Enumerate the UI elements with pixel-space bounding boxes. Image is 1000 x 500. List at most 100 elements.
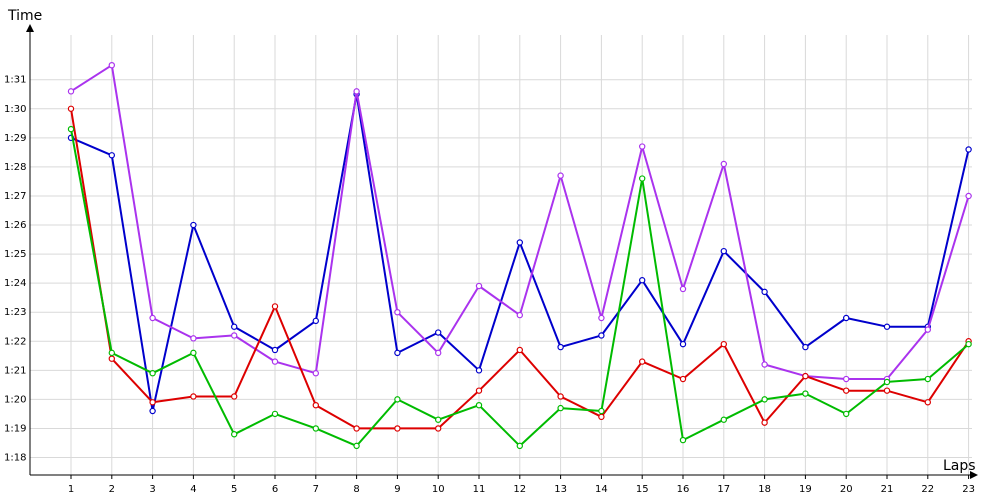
data-point <box>149 399 156 406</box>
data-point <box>883 378 891 386</box>
data-point <box>230 332 238 339</box>
data-point <box>67 125 75 133</box>
data-point <box>516 239 524 246</box>
y-tick-label: 1:22 <box>4 336 26 347</box>
y-tick-label: 1:21 <box>4 365 26 376</box>
x-tick-labels: 1 2 3 4 5 6 7 8 9 10 11 12 13 14 15 16 17 18 19 20 21 22 23 <box>68 475 975 495</box>
x-tick-label: 9 <box>394 484 400 495</box>
data-point <box>557 404 564 412</box>
data-point <box>843 375 850 383</box>
x-tick-label: 17 <box>717 484 730 495</box>
data-point <box>843 410 850 418</box>
data-point <box>639 358 646 365</box>
y-tick-label: 1:24 <box>4 278 26 289</box>
data-point <box>924 375 932 383</box>
data-point <box>108 355 116 362</box>
data-point <box>312 317 319 325</box>
x-tick-label: 6 <box>272 484 278 495</box>
data-point <box>435 329 442 336</box>
data-point <box>679 285 687 293</box>
x-tick-label: 14 <box>595 484 608 495</box>
data-point <box>149 407 156 415</box>
data-point <box>190 335 197 342</box>
data-point <box>108 61 116 69</box>
data-point <box>883 323 891 330</box>
data-point <box>965 340 972 348</box>
y-tick-label: 1:25 <box>4 249 26 260</box>
data-point <box>679 340 687 348</box>
data-point <box>190 349 197 357</box>
data-point <box>598 413 605 421</box>
data-point <box>598 332 605 339</box>
x-tick-label: 3 <box>149 484 155 495</box>
data-point <box>557 343 564 351</box>
x-tick-label: 11 <box>473 484 486 495</box>
y-tick-label: 1:23 <box>4 307 26 318</box>
data-point <box>802 372 809 380</box>
data-point <box>516 311 524 319</box>
data-point <box>108 349 116 357</box>
data-point <box>475 367 483 374</box>
y-tick-label: 1:31 <box>4 75 26 86</box>
data-point <box>598 314 605 322</box>
data-point <box>190 393 197 400</box>
data-point <box>394 396 401 403</box>
y-axis-label: Time <box>7 8 42 24</box>
series-2 <box>67 105 972 432</box>
y-axis-arrow <box>26 24 34 32</box>
data-point <box>108 152 116 159</box>
x-tick-label: 22 <box>921 484 934 495</box>
x-tick-label: 5 <box>231 484 237 495</box>
data-point <box>230 393 238 400</box>
x-axis-arrow <box>970 471 978 479</box>
x-tick-label: 21 <box>881 484 894 495</box>
data-point <box>516 442 524 450</box>
data-point <box>639 277 646 284</box>
y-tick-label: 1:29 <box>4 133 26 144</box>
data-point <box>230 431 238 438</box>
data-point <box>720 247 728 255</box>
data-point <box>312 370 319 377</box>
y-tick-label: 1:26 <box>4 220 26 231</box>
data-point <box>394 309 401 316</box>
data-point <box>761 361 768 368</box>
data-point <box>394 425 401 432</box>
x-tick-label: 12 <box>513 484 526 495</box>
data-point <box>720 416 728 423</box>
data-point <box>924 399 932 406</box>
data-point <box>720 340 728 348</box>
data-point <box>149 370 156 377</box>
data-point <box>435 349 442 357</box>
y-tick-label: 1:18 <box>4 453 26 464</box>
data-point <box>761 419 768 426</box>
data-point <box>353 88 360 95</box>
axes: Time Laps <box>7 8 978 479</box>
x-tick-label: 16 <box>677 484 690 495</box>
data-point <box>557 393 564 400</box>
data-point <box>475 387 483 394</box>
x-tick-label: 4 <box>190 484 196 495</box>
data-point <box>639 175 646 182</box>
data-point <box>312 425 319 432</box>
data-point <box>271 358 279 365</box>
data-point <box>353 425 360 432</box>
y-tick-label: 1:19 <box>4 423 26 434</box>
data-point <box>965 146 972 153</box>
grid <box>30 35 972 475</box>
y-tick-labels: 1:18 1:19 1:20 1:21 1:22 1:23 1:24 1:25 1:26 1:27… <box>4 75 26 464</box>
x-tick-label: 19 <box>799 484 812 495</box>
y-tick-label: 1:27 <box>4 191 26 202</box>
data-point <box>802 343 809 351</box>
y-tick-label: 1:30 <box>4 104 26 115</box>
data-point <box>475 282 483 290</box>
data-point <box>557 172 564 179</box>
x-tick-label: 10 <box>432 484 445 495</box>
data-point <box>965 192 972 200</box>
x-tick-label: 2 <box>109 484 115 495</box>
data-point <box>720 160 728 168</box>
y-tick-label: 1:20 <box>4 394 26 405</box>
data-point <box>435 425 442 432</box>
data-point <box>149 314 156 322</box>
data-point <box>679 436 687 444</box>
